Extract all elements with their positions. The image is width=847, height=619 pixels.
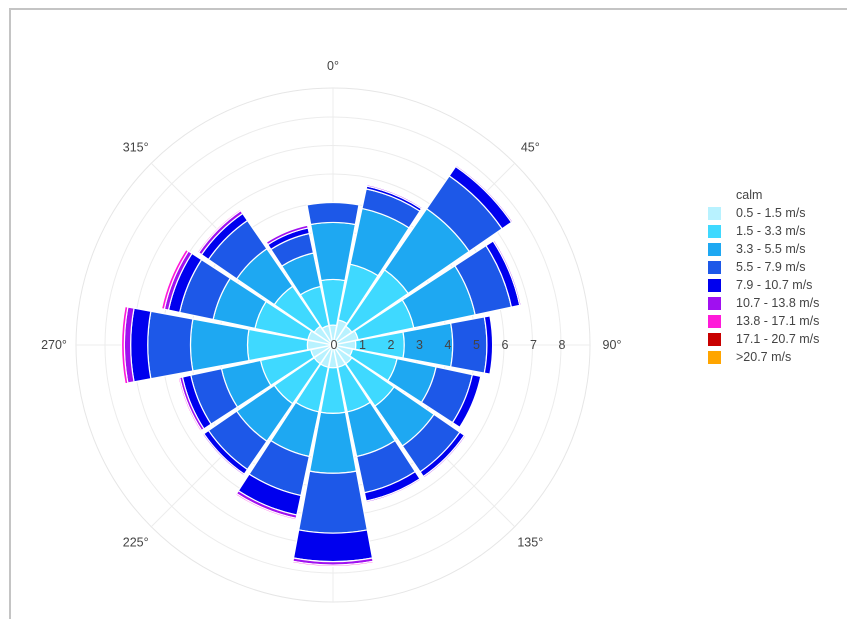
- legend-label: 17.1 - 20.7 m/s: [736, 332, 820, 346]
- bar-segment[interactable]: [189, 318, 250, 372]
- angular-tick-label: 90°: [603, 338, 622, 352]
- radial-tick-label: 2: [388, 338, 395, 352]
- bar-segment[interactable]: [234, 492, 297, 521]
- bar-segment[interactable]: [422, 434, 467, 479]
- legend-label: >20.7 m/s: [736, 350, 792, 364]
- radial-tick-label: 1: [359, 338, 366, 352]
- legend-label: 0.5 - 1.5 m/s: [736, 206, 806, 220]
- legend-item[interactable]: 5.5 - 7.9 m/s: [708, 258, 819, 276]
- legend-swatch: [708, 206, 721, 220]
- legend-swatch: [708, 242, 721, 256]
- legend-swatch: [708, 350, 721, 364]
- legend-item[interactable]: 1.5 - 3.3 m/s: [708, 222, 819, 240]
- bar-segment[interactable]: [121, 305, 129, 385]
- bar-segment[interactable]: [177, 376, 203, 432]
- legend-label: 5.5 - 7.9 m/s: [736, 260, 806, 274]
- bar-segment[interactable]: [449, 316, 488, 374]
- legend-swatch: [708, 224, 721, 238]
- angular-tick-label: 315°: [123, 141, 149, 155]
- bar-segment[interactable]: [147, 310, 194, 380]
- radial-tick-label: 5: [473, 338, 480, 352]
- chart-frame: [9, 8, 847, 619]
- legend-label: 13.8 - 17.1 m/s: [736, 314, 820, 328]
- legend-swatch: [708, 260, 721, 274]
- bar-segment[interactable]: [160, 248, 190, 310]
- bar-segment[interactable]: [451, 373, 482, 429]
- angular-tick-label: 45°: [521, 141, 540, 155]
- legend-item[interactable]: 7.9 - 10.7 m/s: [708, 276, 819, 294]
- angular-tick-label: 0°: [327, 59, 339, 73]
- legend-item[interactable]: 17.1 - 20.7 m/s: [708, 330, 819, 348]
- legend-swatch: [708, 332, 721, 346]
- angular-tick-label: 180°: [320, 617, 346, 619]
- legend-title: calm: [736, 188, 763, 202]
- bar-segment[interactable]: [292, 529, 374, 563]
- angular-tick-label: 135°: [517, 535, 543, 549]
- bar-segment[interactable]: [265, 224, 309, 246]
- legend-label: 7.9 - 10.7 m/s: [736, 278, 813, 292]
- legend-swatch: [708, 314, 721, 328]
- angular-axis-ticks: 0° 45° 90° 135° 180° 225° 270° 315°: [41, 59, 621, 619]
- legend-label: 10.7 - 13.8 m/s: [736, 296, 820, 310]
- legend-items: 0.5 - 1.5 m/s 1.5 - 3.3 m/s 3.3 - 5.5 m/s 5…: [708, 204, 819, 366]
- legend-item[interactable]: >20.7 m/s: [708, 348, 819, 366]
- bar-segment[interactable]: [492, 239, 522, 307]
- bar-segment[interactable]: [454, 164, 514, 224]
- radial-axis-ticks: 0 1 2 3 4 5 6 7 8: [331, 338, 566, 352]
- legend-swatch: [708, 296, 721, 310]
- radial-tick-label: 0: [331, 338, 338, 352]
- legend-item[interactable]: 3.3 - 5.5 m/s: [708, 240, 819, 258]
- bar-segment[interactable]: [483, 315, 494, 375]
- radial-tick-label: 7: [530, 338, 537, 352]
- angular-tick-label: 270°: [41, 338, 67, 352]
- legend: calm 0.5 - 1.5 m/s 1.5 - 3.3 m/s 3.3 - 5.5…: [708, 186, 819, 366]
- bar-segment[interactable]: [365, 478, 422, 504]
- radial-tick-label: 3: [416, 338, 423, 352]
- legend-item[interactable]: 0.5 - 1.5 m/s: [708, 204, 819, 222]
- bar-segment[interactable]: [298, 470, 368, 534]
- legend-swatch: [708, 278, 721, 292]
- legend-item[interactable]: 10.7 - 13.8 m/s: [708, 294, 819, 312]
- bar-segment[interactable]: [130, 307, 152, 383]
- bar-segment[interactable]: [201, 432, 246, 477]
- wind-rose-bars: [121, 164, 522, 567]
- angular-tick-label: 225°: [123, 535, 149, 549]
- bar-segment[interactable]: [291, 560, 375, 567]
- bar-segment[interactable]: [196, 208, 242, 254]
- legend-label: 3.3 - 5.5 m/s: [736, 242, 806, 256]
- radial-tick-label: 4: [445, 338, 452, 352]
- radial-tick-label: 6: [502, 338, 509, 352]
- bar-segment[interactable]: [306, 201, 360, 226]
- bar-segment[interactable]: [366, 183, 424, 210]
- legend-label: 1.5 - 3.3 m/s: [736, 224, 806, 238]
- radial-tick-label: 8: [559, 338, 566, 352]
- legend-item[interactable]: 13.8 - 17.1 m/s: [708, 312, 819, 330]
